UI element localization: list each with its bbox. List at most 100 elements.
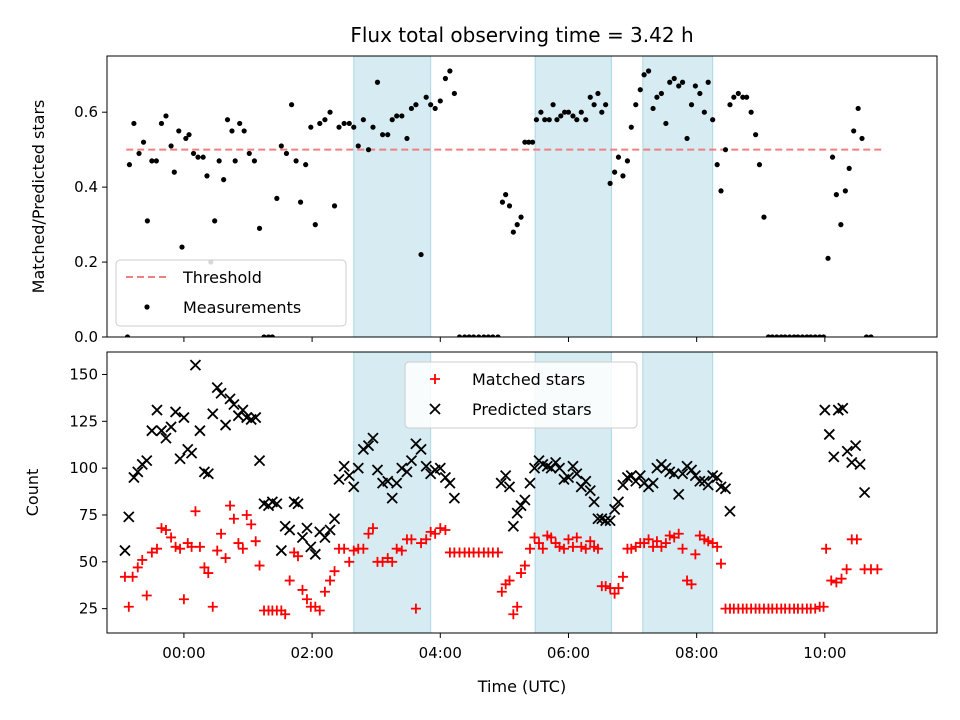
matched-star-point	[818, 601, 829, 612]
axes-frame	[106, 55, 938, 338]
predicted-star-point	[444, 477, 456, 489]
observing-interval-band	[642, 55, 714, 338]
predicted-star-point	[823, 428, 835, 441]
matched-star-point	[529, 532, 540, 543]
predicted-star-point	[237, 404, 249, 416]
matched-star-point	[237, 543, 248, 554]
predicted-star-point	[724, 505, 736, 517]
measurement-point	[237, 120, 243, 127]
measurement-point	[554, 117, 560, 123]
predicted-star-point	[500, 470, 512, 482]
measurement-point	[327, 109, 333, 115]
predicted-star-point	[155, 425, 168, 437]
measurement-point	[331, 203, 338, 209]
measurement-point	[428, 102, 434, 108]
measurement-point	[833, 192, 839, 198]
predicted-star-point	[647, 477, 659, 489]
measurement-point	[408, 105, 415, 112]
matched-star-point	[690, 549, 701, 560]
matched-star-point	[132, 562, 143, 573]
measurement-point	[168, 143, 174, 149]
y-tick-label: 25	[79, 600, 98, 618]
matched-star-point	[435, 523, 446, 534]
matched-star-point	[344, 556, 355, 567]
measurement-point	[565, 109, 572, 115]
matched-star-point	[872, 564, 883, 575]
x-tick-label: 00:00	[162, 644, 205, 662]
predicted-star-point	[405, 455, 418, 467]
predicted-star-point	[434, 462, 446, 474]
measurement-point	[229, 128, 235, 134]
matched-star-point	[166, 532, 177, 543]
measurement-point	[714, 162, 720, 168]
matched-star-point	[516, 568, 527, 579]
predicted-star-point	[503, 481, 516, 493]
predicted-star-point	[169, 406, 182, 418]
measurement-point	[269, 334, 275, 337]
measurement-point	[774, 334, 780, 337]
matched-star-point	[504, 575, 515, 586]
matched-star-point	[643, 534, 654, 545]
predicted-star-point	[673, 488, 685, 501]
matched-star-point	[325, 575, 336, 586]
matched-star-point	[416, 538, 427, 549]
predicted-star-point	[352, 462, 364, 474]
predicted-star-point	[694, 475, 706, 487]
measurement-point	[171, 169, 177, 175]
measurement-point	[574, 117, 580, 123]
measurement-point	[676, 83, 682, 89]
measurement-point	[628, 124, 634, 130]
measurement-point	[144, 218, 150, 224]
measurement-point	[838, 222, 844, 228]
measurement-point	[778, 334, 784, 337]
matched-star-point	[440, 524, 451, 535]
predicted-star-point	[528, 462, 541, 474]
matched-star-point	[821, 543, 832, 554]
matched-star-point	[246, 519, 257, 530]
matched-star-point	[626, 543, 637, 554]
predicted-star-point	[612, 496, 625, 508]
measurement-point	[265, 334, 272, 337]
predicted-star-point	[396, 462, 408, 474]
predicted-star-point	[146, 425, 158, 437]
measurement-point	[370, 124, 376, 130]
measurement-point	[495, 334, 501, 337]
axes-frame	[106, 351, 938, 634]
measurement-point	[317, 120, 323, 127]
measurement-point	[278, 143, 284, 149]
measurement-point	[389, 117, 395, 123]
ratio-panel: 0.0 0.2 0.4 0.6 Matched/Predicted stars Thres…	[29, 55, 938, 346]
predicted-star-point	[580, 475, 592, 487]
measurement-point	[688, 102, 695, 108]
measurement-point	[297, 199, 304, 205]
measurement-point	[786, 334, 793, 337]
measurement-point	[812, 334, 818, 337]
predicted-star-point	[141, 455, 153, 467]
matched-star-point	[430, 528, 441, 539]
matched-star-point	[512, 601, 523, 612]
matched-star-point	[558, 543, 569, 554]
measurement-point	[842, 188, 848, 194]
predicted-star-point	[668, 468, 680, 480]
predicted-star-point	[123, 511, 135, 523]
measurement-point	[769, 334, 775, 337]
matched-star-point	[410, 603, 421, 614]
measurement-point	[529, 139, 536, 145]
matched-star-point	[703, 536, 714, 547]
matched-star-point	[716, 558, 727, 569]
matched-star-point	[430, 374, 440, 384]
predicted-star-point	[571, 468, 583, 480]
count-panel: 25 50 75 100 125 150 00:00 02:00 04:00 06:00 08:00…	[23, 351, 938, 662]
matched-star-point	[203, 568, 214, 579]
matched-star-point	[387, 556, 398, 567]
measurement-point	[817, 334, 823, 337]
measurement-point	[423, 94, 429, 100]
measurement-point	[510, 229, 516, 235]
measurement-point	[804, 334, 810, 337]
measurement-point	[859, 135, 865, 142]
measurement-point	[538, 109, 544, 115]
plot-area	[124, 68, 883, 337]
measurement-point	[591, 102, 597, 108]
predicted-star-point	[309, 548, 321, 560]
